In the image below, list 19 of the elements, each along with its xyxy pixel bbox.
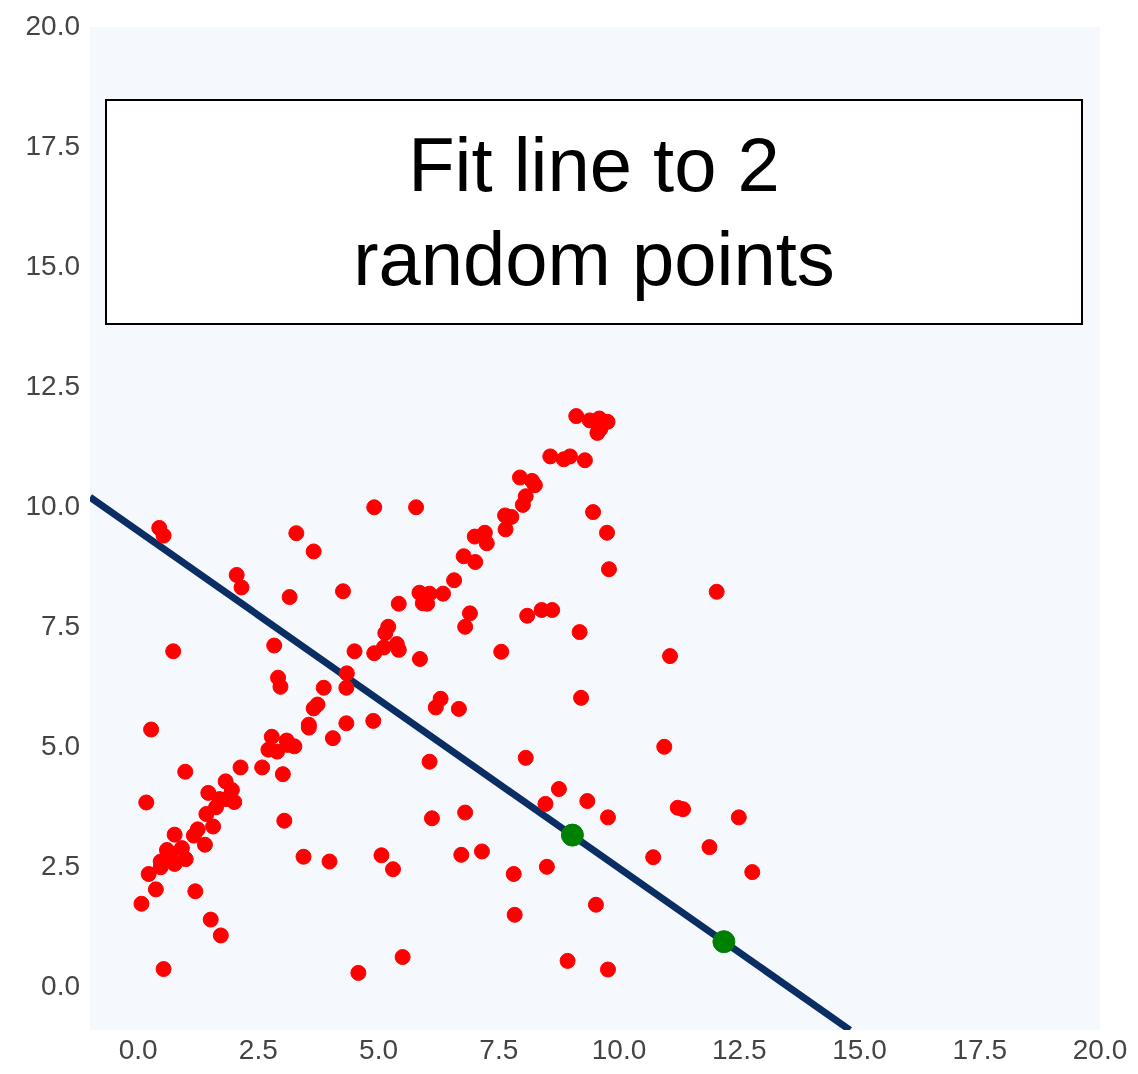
y-tick-label: 7.5 [41,609,80,641]
title-frame: Fit line to 2 random points [105,98,1083,325]
y-tick-label: 10.0 [25,489,80,521]
x-tick-label: 0.0 [118,1033,158,1065]
x-tick-label: 12.5 [712,1033,767,1065]
x-tick-label: 2.5 [238,1033,278,1065]
x-tick-label: 5.0 [359,1033,399,1065]
x-tick-label: 20.0 [1072,1033,1128,1065]
x-tick-label: 15.0 [832,1033,887,1065]
y-tick-label: 2.5 [41,849,80,881]
y-tick-label: 12.5 [25,369,80,401]
y-tick-label: 20.0 [25,9,80,41]
y-tick-label: 15.0 [25,249,80,281]
y-tick-label: 17.5 [25,129,80,161]
y-tick-label: 0.0 [41,969,80,1001]
y-tick-label: 5.0 [41,729,80,761]
x-tick-label: 17.5 [952,1033,1008,1065]
x-tick-label: 7.5 [479,1033,519,1065]
x-tick-label: 10.0 [591,1033,647,1065]
